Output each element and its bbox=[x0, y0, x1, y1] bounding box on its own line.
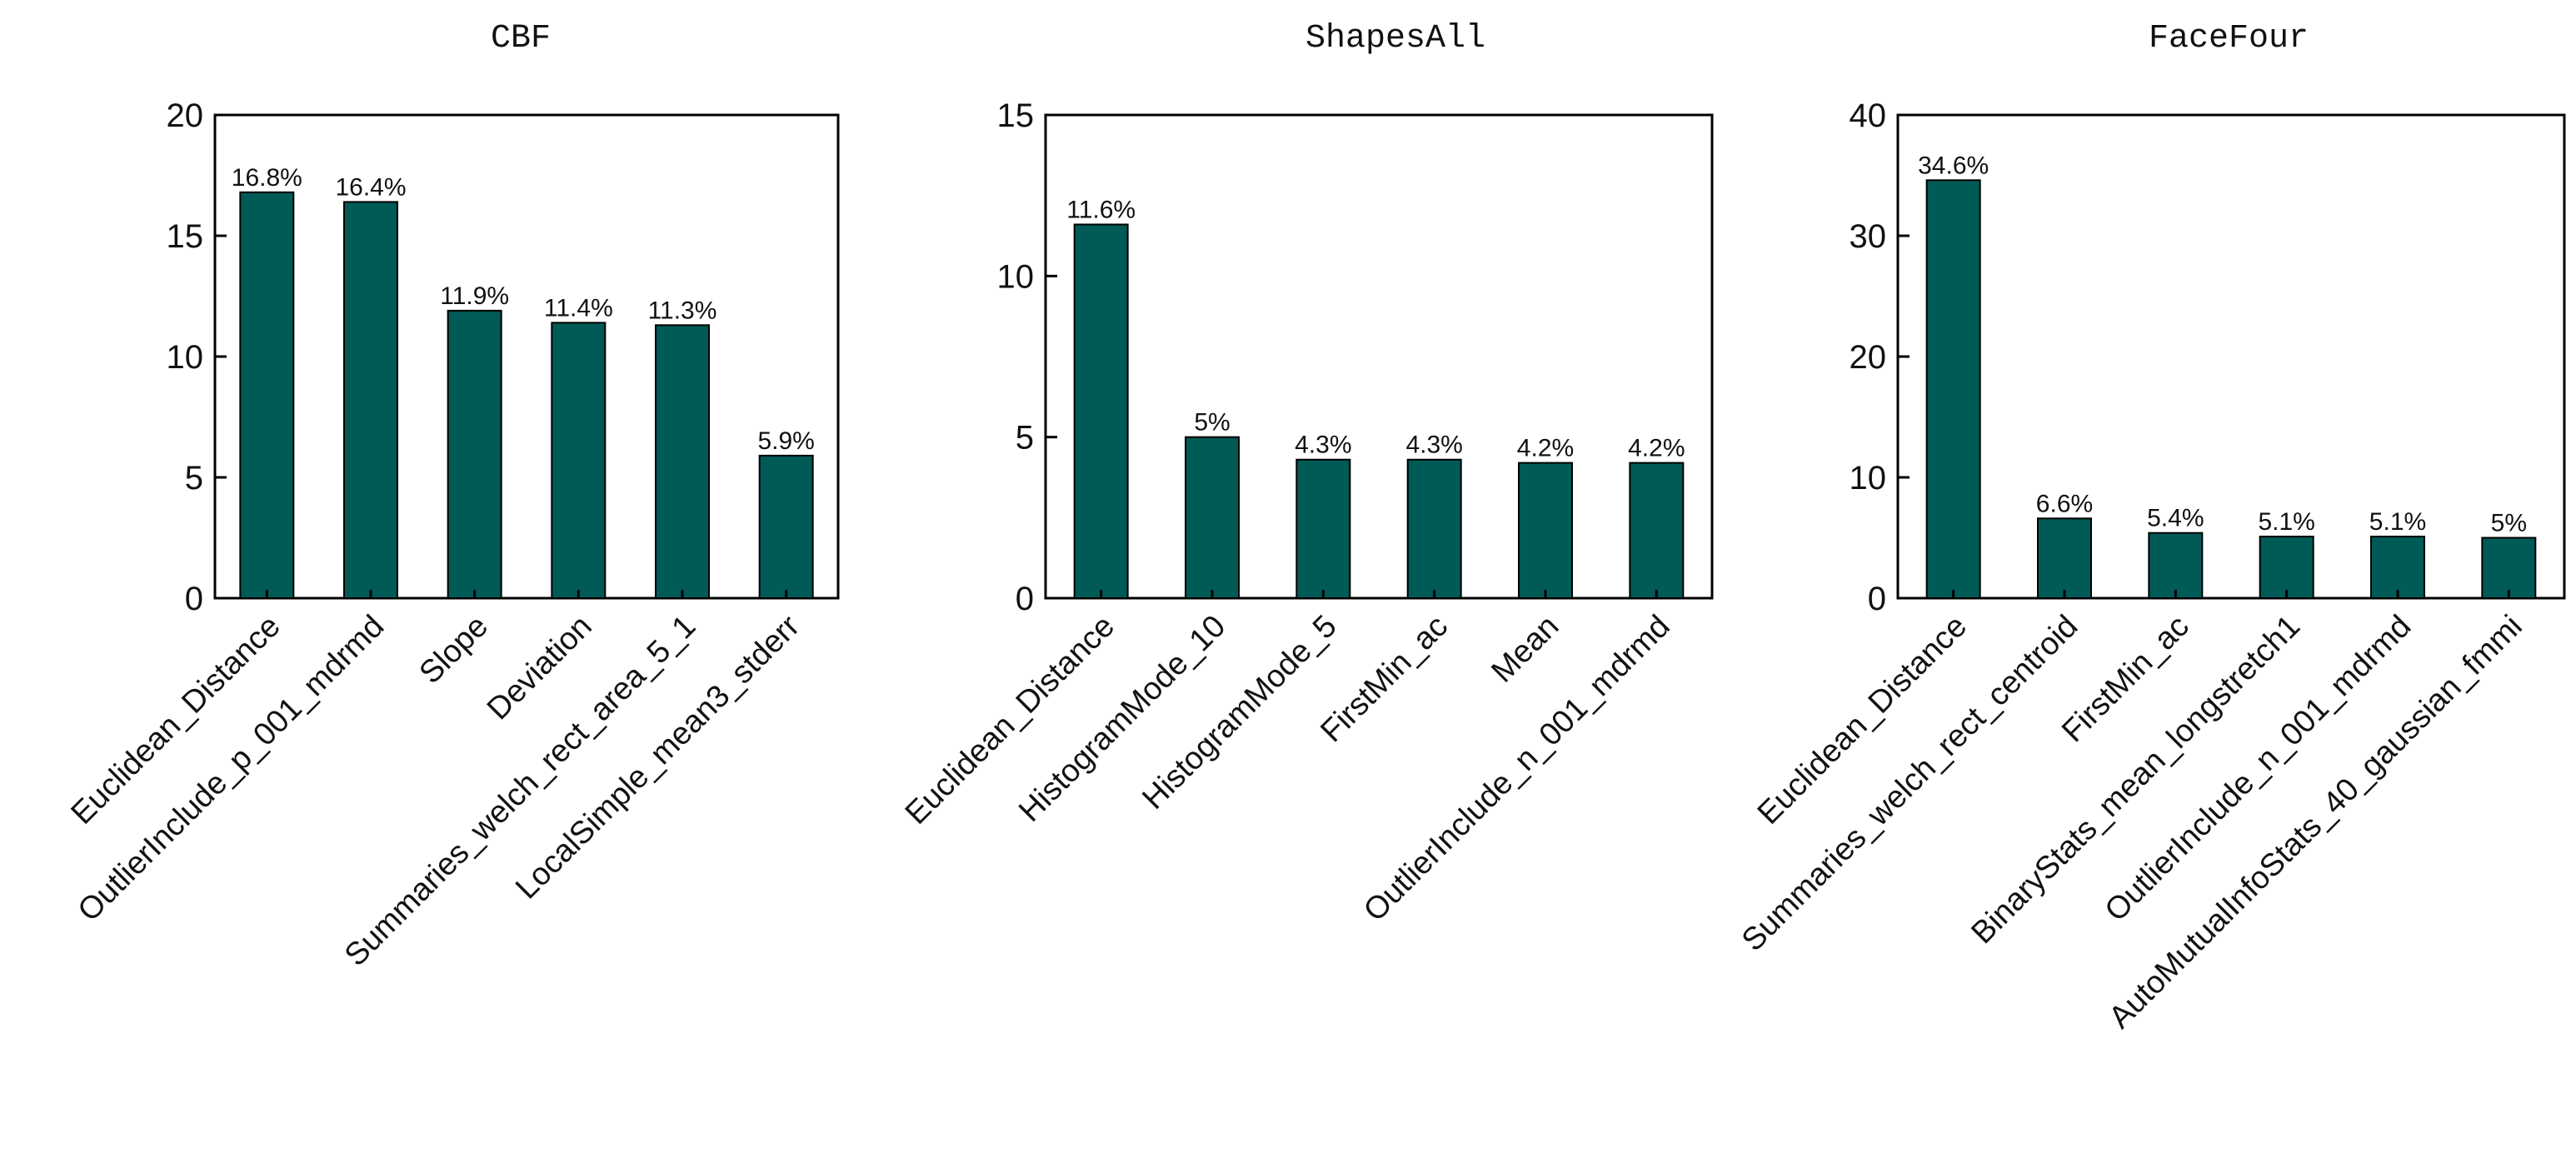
x-category-label: Slope bbox=[413, 609, 495, 691]
y-tick-label: 5 bbox=[1016, 420, 1034, 457]
bar bbox=[758, 454, 814, 600]
bar bbox=[2370, 536, 2425, 599]
bar-value-label: 4.2% bbox=[1517, 435, 1574, 462]
bar-value-label: 5% bbox=[1194, 409, 1230, 437]
bar-value-label: 11.4% bbox=[544, 294, 613, 322]
bar bbox=[1295, 458, 1351, 599]
y-tick-label: 15 bbox=[167, 218, 204, 255]
x-category-label: Euclidean_Distance bbox=[1751, 609, 1974, 831]
x-category-label: HistogramMode_10 bbox=[1012, 609, 1232, 829]
chart-panel-2: ShapesAll 0 5 10 15 11.6% Euclidean_Distance 5%… bbox=[899, 20, 1714, 928]
bar-value-label: 6.6% bbox=[2036, 490, 2093, 517]
bar bbox=[343, 201, 398, 599]
plot-frame bbox=[213, 113, 840, 600]
bar bbox=[2037, 517, 2092, 599]
y-tick-label: 15 bbox=[997, 97, 1035, 134]
y-tick-label: 40 bbox=[1850, 97, 1887, 134]
bar-value-label: 16.8% bbox=[232, 164, 302, 192]
chart-title: CBF bbox=[491, 20, 551, 57]
y-tick-label: 30 bbox=[1850, 218, 1887, 255]
y-tick-label: 0 bbox=[1868, 581, 1886, 617]
plot-frame bbox=[1896, 113, 2566, 600]
x-category-label: Euclidean_Distance bbox=[64, 609, 287, 831]
x-category-label: HistogramMode_5 bbox=[1136, 609, 1343, 816]
bar bbox=[1518, 462, 1573, 599]
y-tick-label: 20 bbox=[1850, 339, 1887, 376]
bar-value-label: 4.3% bbox=[1295, 432, 1351, 459]
bar bbox=[1925, 179, 1981, 600]
x-category-label: AutoMutualInfoStats_40_gaussian_fmmi bbox=[2103, 609, 2529, 1036]
bar bbox=[551, 322, 607, 599]
plot-frame bbox=[1044, 113, 1714, 600]
chart-title: FaceFour bbox=[2149, 20, 2309, 57]
bar bbox=[1406, 458, 1462, 599]
bar-value-label: 34.6% bbox=[1918, 152, 1989, 179]
chart-panel-1: CBF0510152016.8%Euclidean_Distance16.4%O… bbox=[64, 20, 840, 973]
bar-value-label: 4.3% bbox=[1405, 432, 1462, 459]
bar bbox=[239, 191, 295, 600]
bar-value-label: 11.6% bbox=[1066, 196, 1136, 223]
bar-value-label: 11.3% bbox=[648, 297, 717, 324]
bar bbox=[447, 309, 502, 599]
bar bbox=[2481, 537, 2537, 599]
bar-value-label: 5.9% bbox=[757, 427, 814, 455]
y-tick-label: 20 bbox=[167, 97, 204, 134]
bar-value-label: 5.1% bbox=[2369, 508, 2426, 536]
bar bbox=[1629, 462, 1685, 599]
x-category-label: Mean bbox=[1485, 609, 1565, 690]
bar bbox=[655, 324, 710, 599]
y-tick-label: 10 bbox=[997, 258, 1035, 295]
chart-panel-3: FaceFour 0 10 20 30 40 34.6% Euclidean_Distance… bbox=[1735, 20, 2566, 1036]
y-tick-label: 0 bbox=[1016, 581, 1034, 617]
y-tick-label: 0 bbox=[185, 581, 203, 617]
bar-value-label: 5% bbox=[2491, 510, 2527, 537]
x-category-label: Euclidean_Distance bbox=[899, 609, 1121, 831]
bar bbox=[2148, 532, 2204, 600]
chart-title: ShapesAll bbox=[1305, 20, 1485, 57]
bar-value-label: 5.1% bbox=[2258, 508, 2314, 536]
bar-value-label: 5.4% bbox=[2147, 505, 2204, 532]
bar-value-label: 4.2% bbox=[1628, 435, 1685, 462]
bar-value-label: 11.9% bbox=[440, 282, 509, 310]
y-tick-label: 10 bbox=[167, 339, 204, 376]
y-tick-label: 10 bbox=[1850, 460, 1887, 497]
bar bbox=[1073, 223, 1129, 599]
bar bbox=[1185, 436, 1240, 600]
bar bbox=[2259, 536, 2314, 599]
bar-value-label: 16.4% bbox=[335, 173, 406, 201]
y-tick-label: 5 bbox=[185, 460, 203, 497]
